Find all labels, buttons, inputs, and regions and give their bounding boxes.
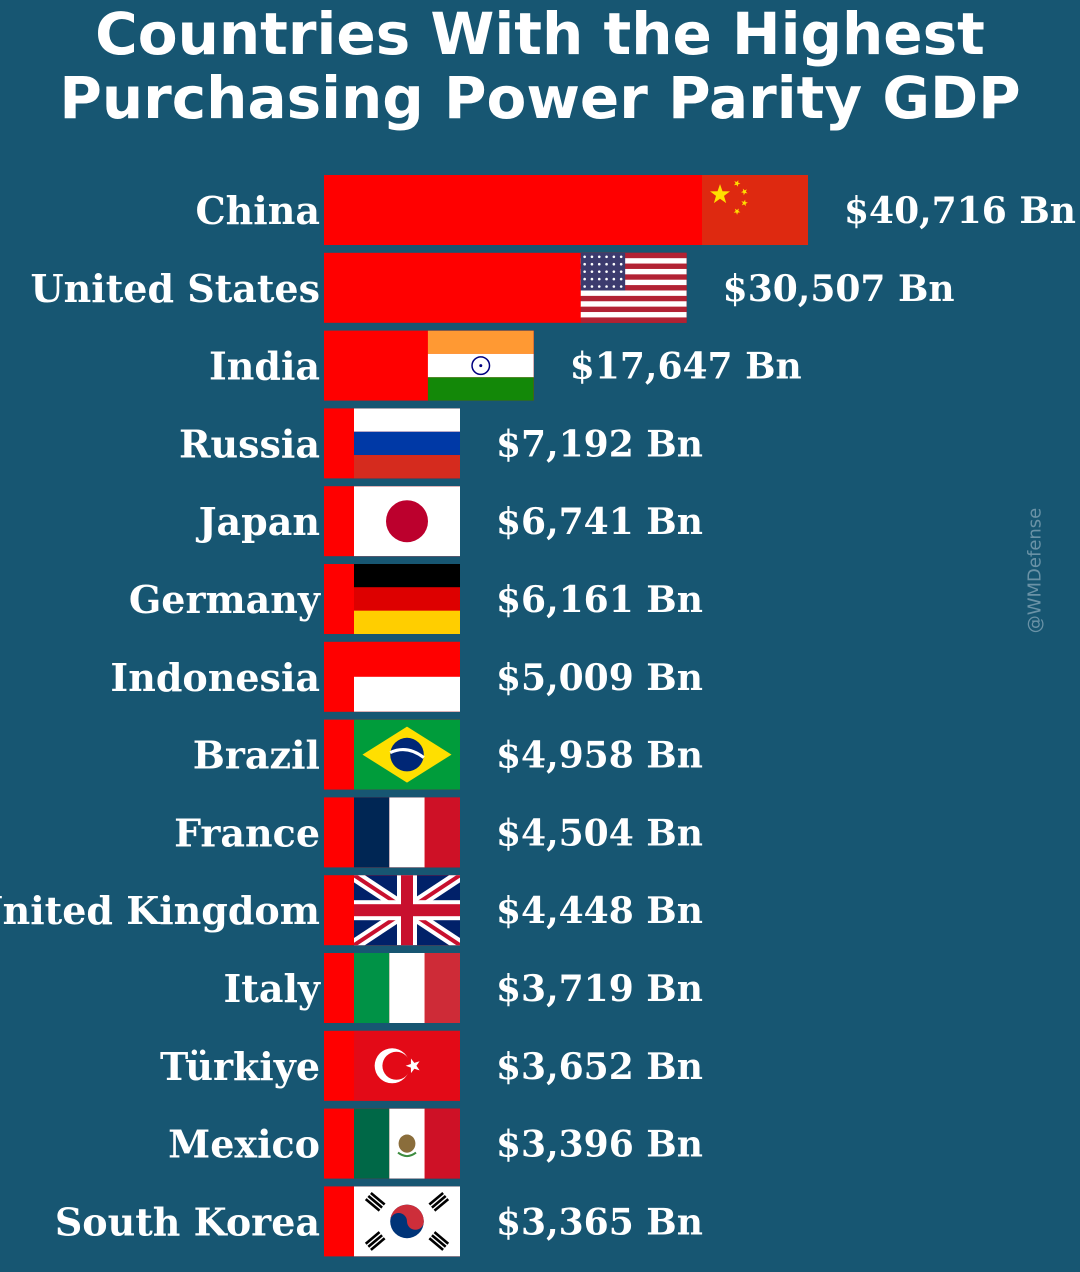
italy-flag-icon xyxy=(354,953,460,1023)
value-label: $4,958 Bn xyxy=(496,735,703,777)
chart-title: Countries With the Highest Purchasing Po… xyxy=(0,2,1080,130)
value-label: $4,504 Bn xyxy=(496,812,703,854)
category-label: South Korea xyxy=(55,1199,320,1244)
value-label: $40,716 Bn xyxy=(844,190,1076,232)
mexico-flag-icon xyxy=(354,1108,460,1179)
category-label: Türkiye xyxy=(160,1044,320,1089)
chart-title-line-2: Purchasing Power Parity GDP xyxy=(59,64,1021,132)
value-label: $17,647 Bn xyxy=(570,346,802,388)
value-label: $4,448 Bn xyxy=(496,890,703,932)
russia-flag-icon xyxy=(354,408,460,479)
value-label: $30,507 Bn xyxy=(723,268,955,310)
value-label: $7,192 Bn xyxy=(496,423,703,465)
usa-flag-icon xyxy=(580,252,687,323)
france-flag-icon xyxy=(354,797,460,868)
category-label: Russia xyxy=(179,421,320,466)
category-label: United States xyxy=(31,266,320,311)
brazil-flag-icon xyxy=(354,719,460,790)
value-label: $3,719 Bn xyxy=(496,968,703,1010)
watermark: @WMDefense xyxy=(1024,507,1046,634)
value-label: $6,161 Bn xyxy=(496,579,703,621)
india-flag-icon xyxy=(427,330,534,401)
value-label: $3,396 Bn xyxy=(496,1124,703,1166)
value-label: $3,365 Bn xyxy=(496,1201,703,1243)
germany-flag-icon xyxy=(354,564,460,634)
category-label: Brazil xyxy=(193,733,320,778)
japan-flag-icon xyxy=(354,486,460,557)
indonesia-flag-icon xyxy=(354,641,460,712)
category-label: China xyxy=(195,188,320,233)
category-label: Indonesia xyxy=(110,655,320,700)
category-label: Japan xyxy=(196,499,320,544)
uk-flag-icon xyxy=(354,875,460,946)
category-label: Mexico xyxy=(168,1122,320,1167)
chart-title-line-1: Countries With the Highest xyxy=(95,0,985,68)
south-korea-flag-icon xyxy=(354,1186,460,1257)
category-label: Germany xyxy=(129,577,321,622)
turkiye-flag-icon xyxy=(354,1030,460,1101)
category-label: United Kingdom xyxy=(0,888,320,933)
value-label: $3,652 Bn xyxy=(496,1046,703,1088)
category-label: France xyxy=(174,810,320,855)
value-label: $6,741 Bn xyxy=(496,501,703,543)
category-label: Italy xyxy=(224,966,321,1011)
category-label: India xyxy=(209,344,320,389)
china-flag-icon xyxy=(702,175,808,245)
value-label: $5,009 Bn xyxy=(496,657,703,699)
